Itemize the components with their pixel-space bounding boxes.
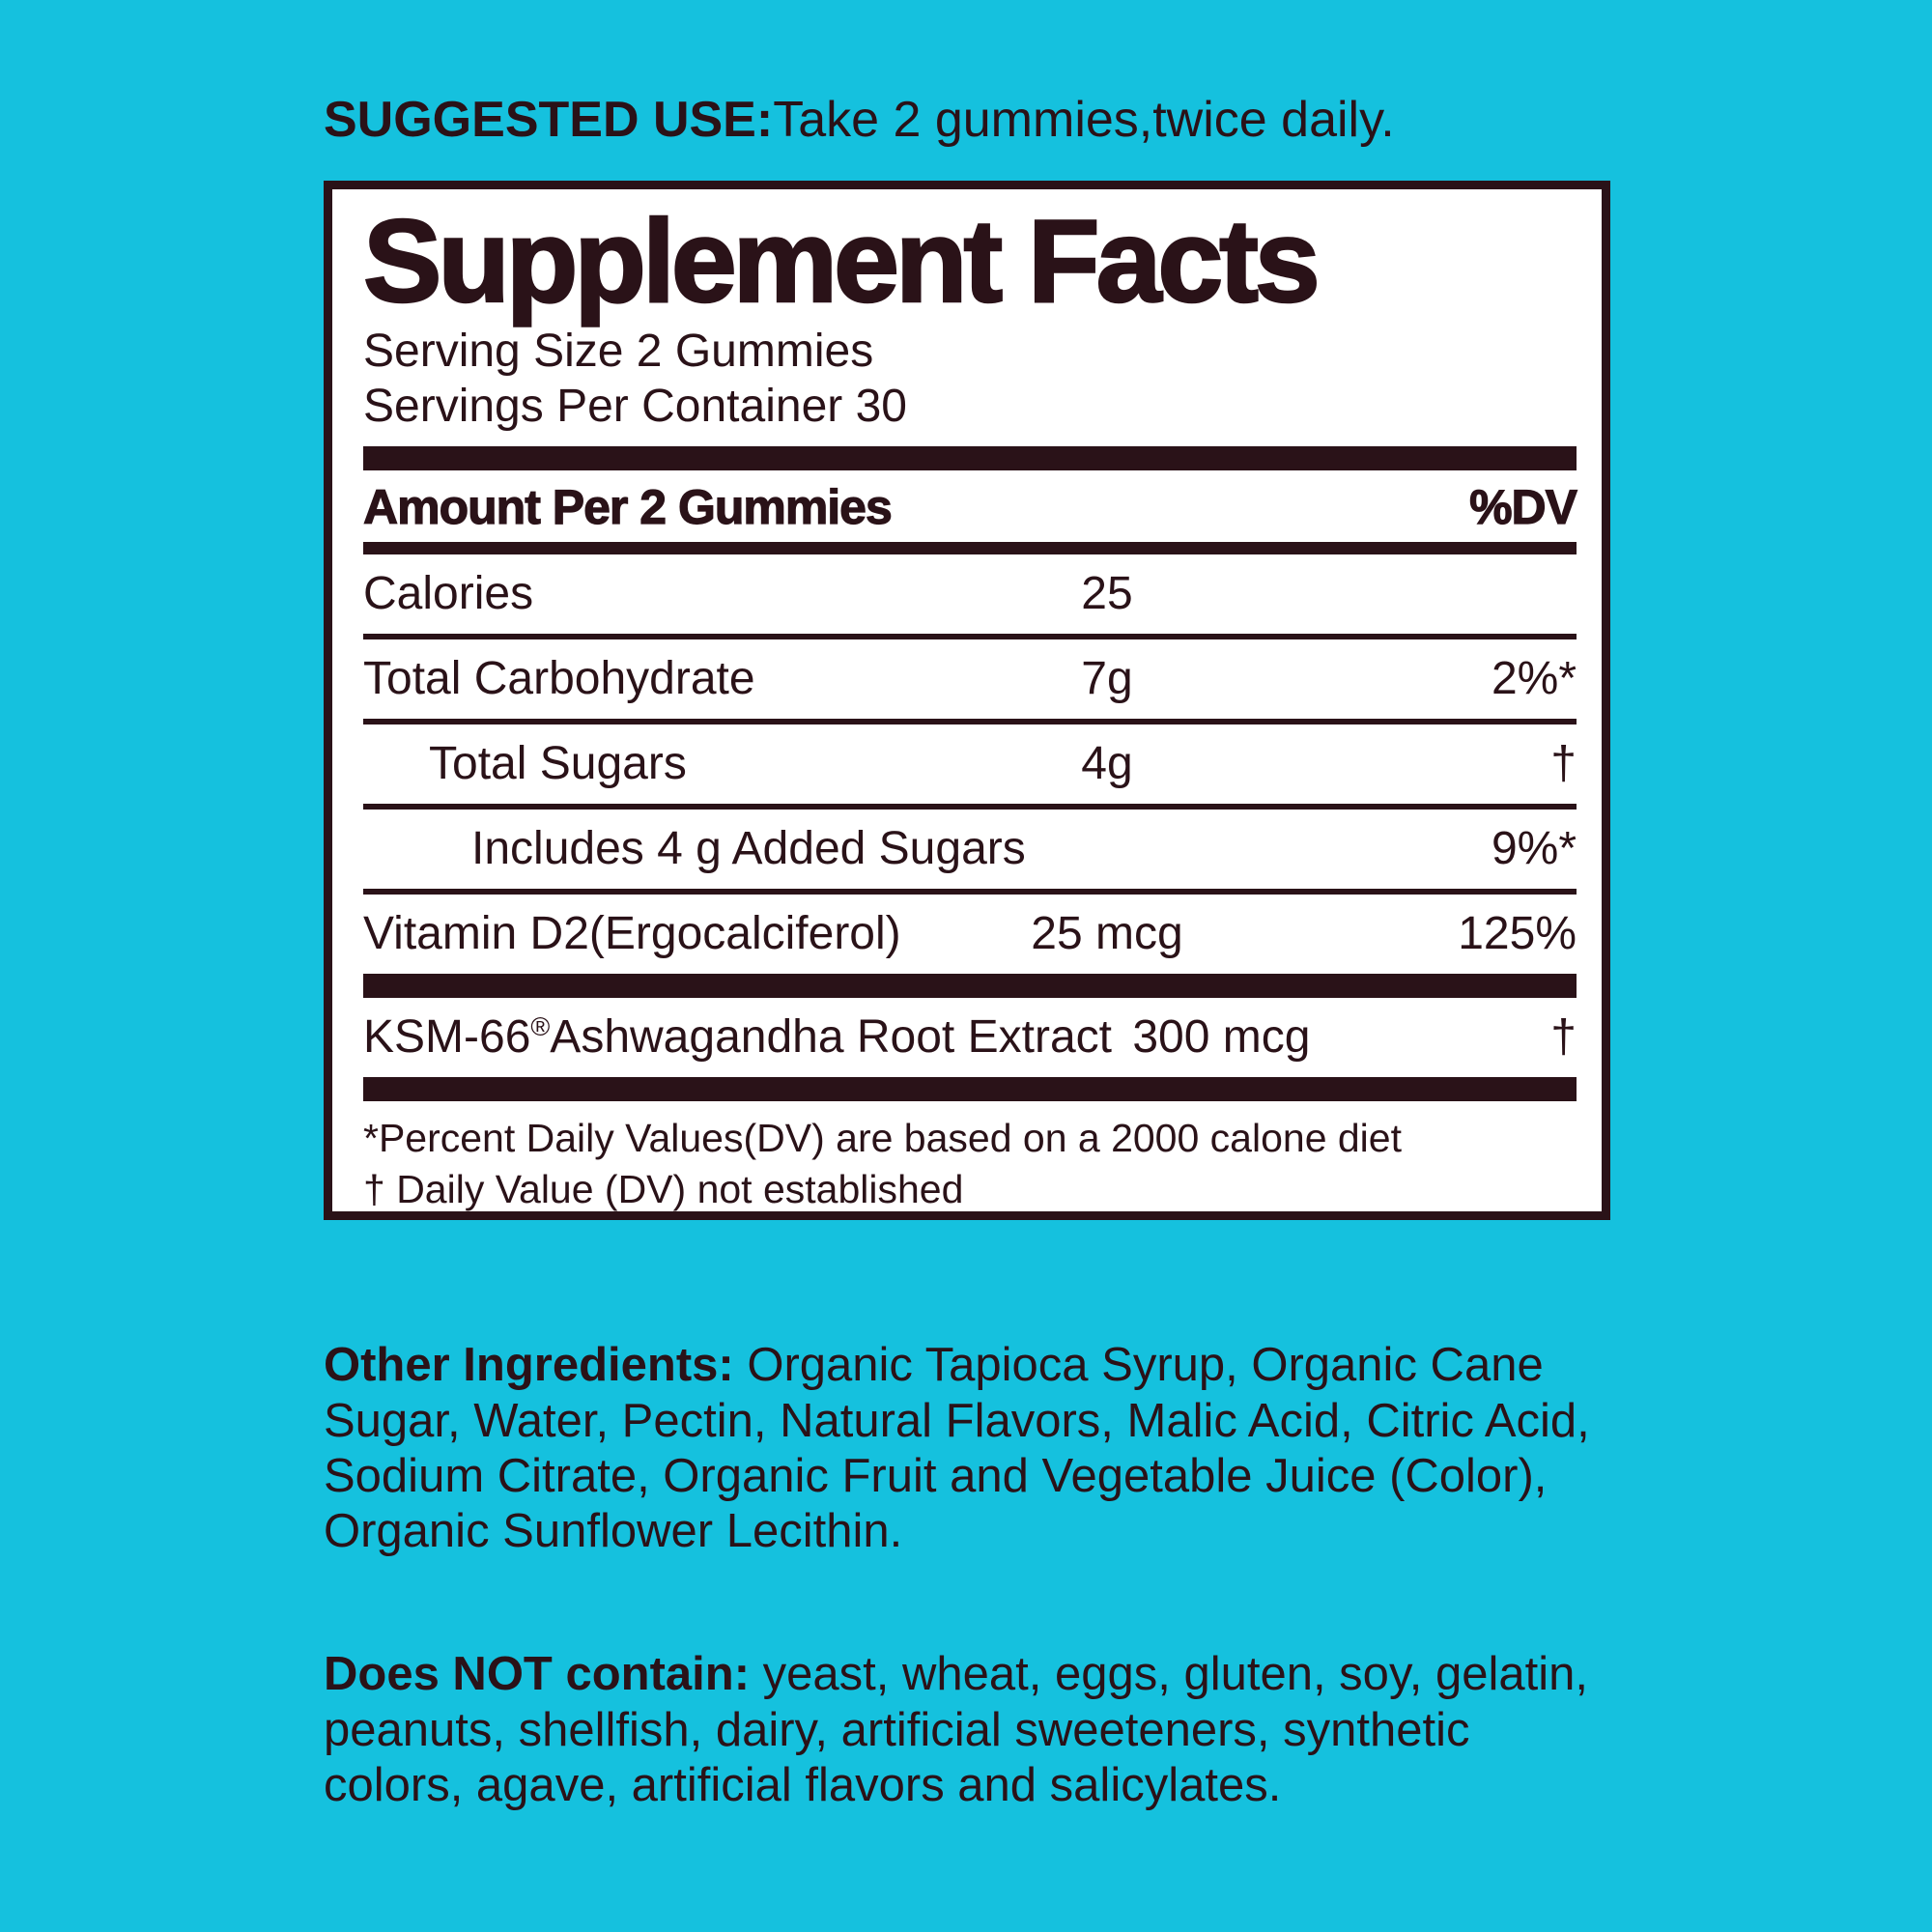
nutrient-amount: 25 mcg [1031,908,1183,960]
servings-per-container: Servings Per Container 30 [363,381,907,433]
thick-divider-top [363,445,1577,470]
footnotes: *Percent Daily Values(DV) are based on a… [363,1113,1577,1211]
nutrient-row-total-sugars: Total Sugars 4g † [363,724,1577,810]
footnote-dv-not-established: † Daily Value (DV) not established [363,1166,964,1211]
registered-trademark-icon: ® [530,1012,551,1042]
amount-per-header: Amount Per 2 Gummies [362,479,893,534]
nutrient-amount: 300 mcg [1132,1011,1311,1064]
nutrient-dv: † [1550,1011,1577,1064]
nutrient-name: Total Sugars [429,738,687,790]
nutrient-row-added-sugars: Includes 4 g Added Sugars 9%* [363,810,1577,895]
nutrient-dv: 2%* [1491,653,1577,705]
supplement-facts-panel: Supplement Facts Serving Size 2 Gummies … [324,181,1610,1220]
serving-info: Serving Size 2 Gummies Servings Per Cont… [363,325,1577,434]
other-ingredients-label: Other Ingredients: [324,1339,734,1392]
does-not-contain-text: yeast, wheat, eggs, gluten, soy, gelatin… [324,1648,1589,1811]
nutrient-name: Vitamin D2(Ergocalciferol) [363,908,901,960]
thick-divider-bottom [363,1076,1577,1101]
nutrient-amount: 25 [1081,568,1133,620]
footnote-daily-values: *Percent Daily Values(DV) are based on a… [363,1115,1402,1160]
nutrient-dv: 125% [1458,908,1577,960]
ksm66-suffix: Ashwagandha Root Extract [550,1011,1112,1064]
nutrient-dv: 9%* [1491,823,1577,875]
does-not-contain-paragraph: Does NOT contain: yeast, wheat, eggs, gl… [324,1592,1695,1813]
other-ingredients-text: Organic Tapioca Syrup, Organic Cane Suga… [324,1339,1590,1558]
suggested-use-text: Take 2 gummies,twice daily. [773,92,1395,148]
nutrient-row-total-carbohydrate: Total Carbohydrate 7g 2%* [363,639,1577,724]
panel-title: Supplement Facts [362,195,1321,327]
nutrient-name: Total Carbohydrate [363,653,755,705]
ksm66-name: KSM-66 [363,1011,531,1064]
nutrient-amount: 4g [1081,738,1133,790]
dv-header: %DV [1468,479,1577,534]
other-ingredients-paragraph: Other Ingredients: Organic Tapioca Syrup… [324,1283,1695,1560]
nutrient-name: Calories [363,568,534,620]
does-not-contain-label: Does NOT contain: [324,1648,751,1701]
serving-size: Serving Size 2 Gummies [363,326,874,378]
nutrient-dv: † [1550,738,1577,790]
thick-divider-mid [363,973,1577,998]
header-divider [363,541,1577,554]
suggested-use-label: SUGGESTED USE: [324,92,774,148]
nutrient-amount: 7g [1081,653,1133,705]
nutrient-name: KSM-66®Ashwagandha Root Extract [363,1010,1112,1064]
nutrient-row-calories: Calories 25 [363,554,1577,639]
suggested-use-line: SUGGESTED USE:Take 2 gummies,twice daily… [324,92,1395,148]
table-header-row: Amount Per 2 Gummies %DV [362,470,1577,542]
nutrient-row-vitamin-d2: Vitamin D2(Ergocalciferol) 25 mcg 125% [363,895,1577,974]
nutrient-row-ksm66-ashwagandha: KSM-66®Ashwagandha Root Extract 300 mcg … [363,998,1577,1077]
nutrient-name: Includes 4 g Added Sugars [471,823,1026,875]
